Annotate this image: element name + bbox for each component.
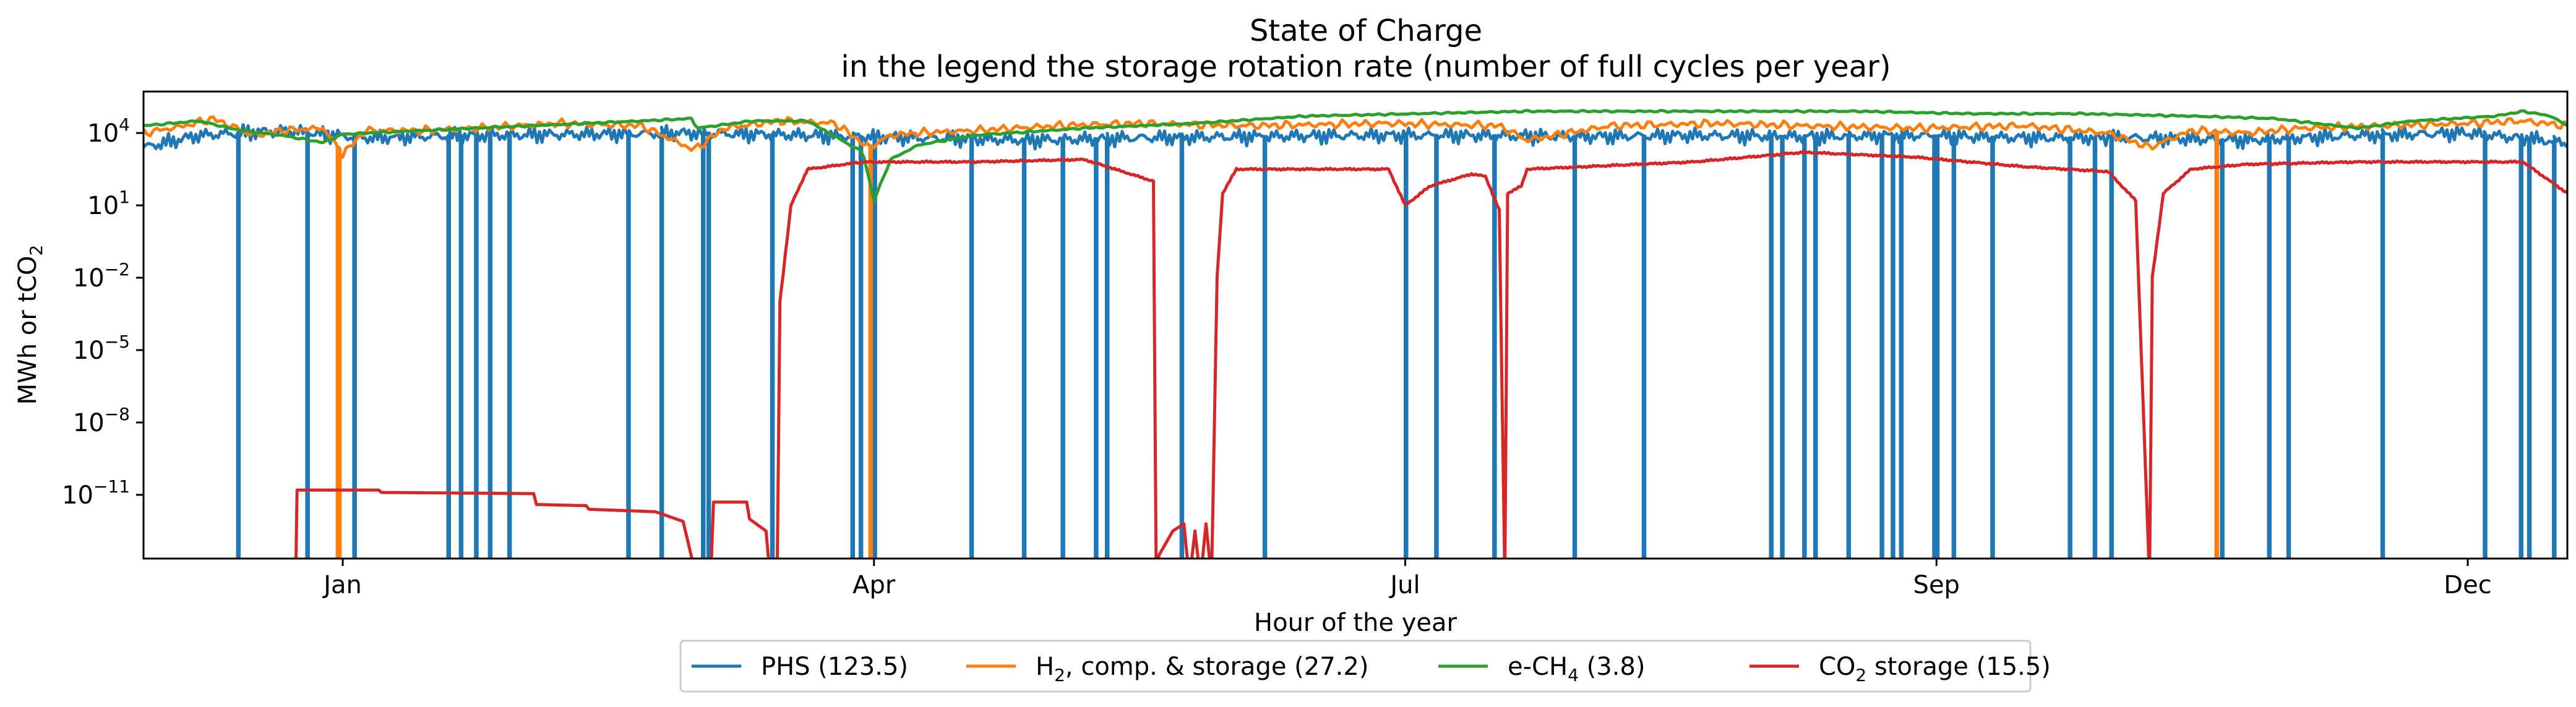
y-axis-label-sub: 2 [26, 245, 46, 256]
y-axis-label-main: MWh or tCO [14, 255, 42, 405]
legend-item-h2: H2, comp. & storage (27.2) [966, 653, 1368, 685]
y-tick-label: 101 [87, 187, 130, 220]
y-tick-label: 10−5 [73, 332, 130, 365]
y-axis-label: MWh or tCO2 [14, 245, 46, 405]
x-axis: Jan Apr Jul Sep Dec [322, 559, 2492, 599]
x-tick-label: Jan [322, 571, 362, 599]
y-axis: 104 101 10−2 10−5 10−8 10−11 [62, 114, 144, 510]
x-tick-label: Dec [2444, 571, 2491, 599]
plot-frame [142, 90, 2569, 560]
plot-area [144, 108, 2567, 559]
series-line-phs [144, 123, 2567, 559]
legend-label: H2, comp. & storage (27.2) [1036, 653, 1368, 685]
legend-label: e-CH4 (3.8) [1508, 653, 1645, 685]
x-tick-label: Sep [1913, 571, 1960, 599]
legend-entries: PHS (123.5) H2, comp. & storage (27.2) e-C… [692, 653, 2051, 685]
legend-item-ech4: e-CH4 (3.8) [1438, 653, 1645, 685]
legend-label: CO2 storage (15.5) [1819, 653, 2051, 685]
y-tick-label: 10−2 [73, 259, 130, 293]
series-line-co2 [294, 150, 2567, 559]
y-tick-label: 10−8 [73, 404, 130, 437]
legend-item-phs: PHS (123.5) [692, 653, 908, 681]
series-line-h2 [144, 115, 2567, 559]
chart-title: State of Charge [1250, 14, 1482, 48]
legend-item-co2: CO2 storage (15.5) [1750, 653, 2051, 685]
series-line-ech4 [144, 108, 2567, 203]
chart-subtitle: in the legend the storage rotation rate … [841, 49, 1891, 84]
y-tick-label: 104 [87, 114, 130, 148]
legend: PHS (123.5) H2, comp. & storage (27.2) e-C… [679, 640, 2051, 693]
y-tick-label: 10−11 [62, 476, 130, 510]
legend-frame [679, 640, 2032, 693]
x-tick-label: Apr [852, 571, 896, 599]
x-tick-label: Jul [1388, 571, 1420, 599]
legend-label: PHS (123.5) [761, 653, 908, 681]
x-axis-label: Hour of the year [1254, 609, 1457, 637]
